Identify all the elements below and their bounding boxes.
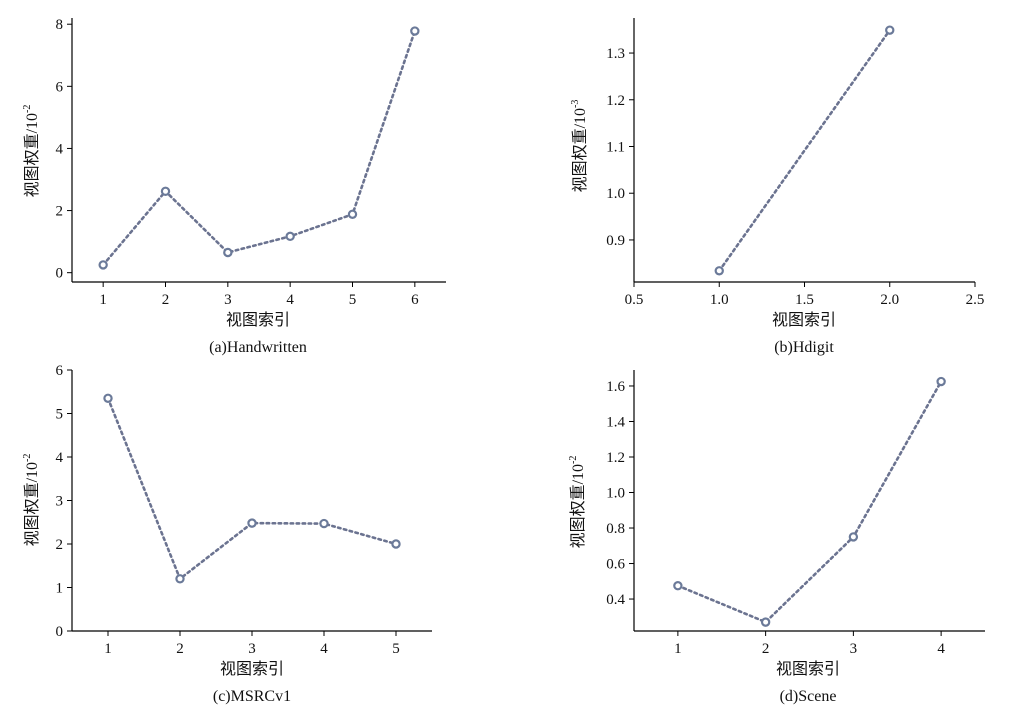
x-tick-label: 4 xyxy=(320,641,328,657)
data-point xyxy=(714,266,724,276)
x-tick-label: 0.5 xyxy=(625,292,644,308)
y-tick-label: 4 xyxy=(56,450,64,466)
y-tick-label: 1.1 xyxy=(606,139,625,155)
data-point xyxy=(410,26,420,36)
y-axis-title: 视图权重/10-2 xyxy=(22,105,41,198)
y-tick-label: 0 xyxy=(56,624,64,640)
data-point xyxy=(223,247,233,258)
data-point xyxy=(885,25,895,35)
data-point xyxy=(673,581,683,591)
data-point xyxy=(936,376,946,387)
x-tick-label: 4 xyxy=(937,641,945,657)
y-tick-label: 1.0 xyxy=(606,486,625,502)
x-axis-title: 视图索引 xyxy=(220,660,284,678)
y-tick-label: 1.2 xyxy=(606,93,625,109)
series-line xyxy=(101,29,417,267)
y-tick-label: 6 xyxy=(56,363,64,379)
y-axis-title: 视图权重/10-2 xyxy=(22,454,41,547)
x-tick-label: 2 xyxy=(176,641,184,657)
x-tick-label: 5 xyxy=(349,292,357,308)
x-tick-label: 2.5 xyxy=(966,292,985,308)
series-line xyxy=(106,396,398,581)
x-axis-title: 视图索引 xyxy=(776,660,840,678)
data-point xyxy=(175,574,185,584)
panel-msrcv1: (c)MSRCv1 视图索引 视图权重/10-2 1 2 3 4 5 0 1 2 3 4 5 6 xyxy=(22,363,432,705)
y-tick-label: 0.9 xyxy=(606,233,625,249)
panel-caption: (a)Handwritten xyxy=(209,339,307,356)
panel-caption: (d)Scene xyxy=(780,688,837,705)
y-tick-label: 2 xyxy=(56,204,64,220)
panel-caption: (b)Hdigit xyxy=(774,339,834,356)
panel-caption: (c)MSRCv1 xyxy=(213,688,291,705)
x-tick-label: 1 xyxy=(674,641,682,657)
y-tick-label: 4 xyxy=(56,141,64,157)
series-line xyxy=(717,28,892,273)
x-tick-label: 2 xyxy=(762,641,770,657)
y-tick-label: 0.4 xyxy=(606,592,625,608)
x-tick-label: 1.5 xyxy=(795,292,814,308)
x-tick-label: 3 xyxy=(224,292,232,308)
x-tick-label: 1 xyxy=(104,641,112,657)
data-point xyxy=(347,209,358,219)
y-axis-title: 视图权重/10-2 xyxy=(568,456,587,549)
panel-scene: (d)Scene 视图索引 视图权重/10-2 1 2 3 4 0.4 0.6 0.8 1.0… xyxy=(568,370,985,705)
y-tick-label: 1 xyxy=(56,581,64,597)
y-tick-label: 0.8 xyxy=(606,521,625,537)
data-point xyxy=(285,231,295,242)
y-tick-label: 3 xyxy=(56,494,64,510)
x-tick-label: 5 xyxy=(392,641,400,657)
data-point xyxy=(391,539,401,549)
data-point xyxy=(160,186,171,197)
y-tick-label: 5 xyxy=(56,407,64,423)
x-axis-title: 视图索引 xyxy=(772,311,836,329)
y-tick-label: 1.2 xyxy=(606,450,625,466)
x-tick-label: 3 xyxy=(248,641,256,657)
panel-handwritten: (a)Handwritten 视图索引 视图权重/10-2 1 2 3 4 5 6 0 2 4 6… xyxy=(22,17,446,356)
data-point xyxy=(848,532,859,542)
x-tick-label: 4 xyxy=(286,292,294,308)
x-tick-label: 2 xyxy=(162,292,170,308)
panel-hdigit: (b)Hdigit 视图索引 视图权重/10-3 0.5 1.0 1.5 2.0 2.5… xyxy=(570,18,984,356)
x-tick-label: 1 xyxy=(99,292,107,308)
y-tick-label: 1.4 xyxy=(606,414,625,430)
x-tick-label: 2.0 xyxy=(880,292,899,308)
data-point xyxy=(760,617,771,627)
y-tick-label: 8 xyxy=(56,17,64,33)
x-axis-title: 视图索引 xyxy=(226,311,290,329)
data-point xyxy=(103,393,113,403)
y-tick-label: 6 xyxy=(56,79,64,95)
x-tick-label: 1.0 xyxy=(710,292,729,308)
y-tick-label: 1.3 xyxy=(606,46,625,62)
y-tick-label: 1.0 xyxy=(606,186,625,202)
x-tick-label: 6 xyxy=(411,292,419,308)
data-point xyxy=(98,260,108,270)
y-tick-label: 0 xyxy=(56,266,64,282)
y-tick-label: 2 xyxy=(56,537,64,553)
data-point xyxy=(247,518,257,528)
data-point xyxy=(319,518,329,529)
y-tick-label: 1.6 xyxy=(606,379,625,395)
y-tick-label: 0.6 xyxy=(606,557,625,573)
series-line xyxy=(676,380,943,624)
y-axis-title: 视图权重/10-3 xyxy=(570,100,589,193)
x-tick-label: 3 xyxy=(850,641,858,657)
